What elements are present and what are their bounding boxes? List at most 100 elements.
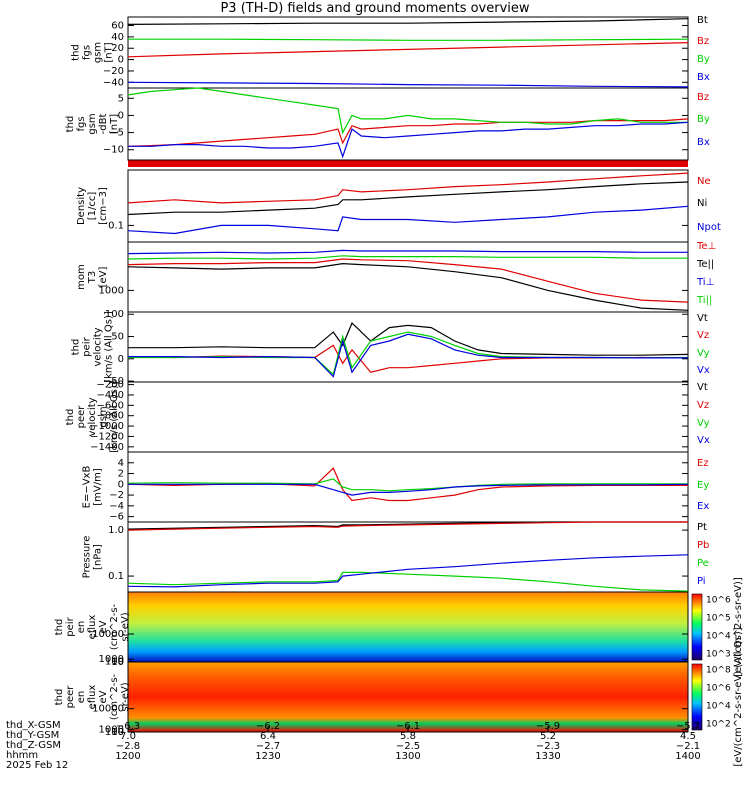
x-tick-value: 1400 <box>675 751 700 762</box>
y-axis-label: thd <box>65 409 76 426</box>
y-tick-label: −1200 <box>90 431 124 442</box>
series-line-Bz <box>127 42 689 58</box>
series-line-By <box>127 87 688 135</box>
legend-entry: Ni <box>697 198 707 209</box>
y-tick-label: 100 <box>105 657 124 668</box>
y-axis-label: en <box>76 691 87 704</box>
x-tick-value: 1230 <box>255 751 280 762</box>
legend-entry: Bx <box>697 137 710 148</box>
y-tick-label: −4 <box>109 501 124 512</box>
legend-entry: Pt <box>697 522 707 533</box>
y-axis-label: [mV/m] <box>93 468 104 506</box>
legend-entry: Vz <box>697 330 709 341</box>
y-axis-label: [eV] <box>98 267 109 288</box>
panel-density: 0.1 Density [1/cc] [cm−3] Ne Ni Npot <box>76 169 721 243</box>
panel-peer_spectrogram: 10^2 10^4 10^6 10^8 [eV/(cm^2-s-sr-eV) (All … <box>54 627 744 766</box>
y-axis-label: gsm <box>98 406 109 427</box>
legend-entry: Ne <box>697 176 711 187</box>
x-axis-row-label: thd_Y-GSM <box>6 730 60 741</box>
y-tick-label: 10 <box>111 727 124 738</box>
y-axis-label: eflux <box>87 615 98 640</box>
legend-entry: Vx <box>697 435 710 446</box>
y-axis-label: (cm^2-s- <box>109 673 120 720</box>
legend-entry: Te⊥ <box>696 241 716 252</box>
colorbar-tick-label: 10^6 <box>706 596 731 606</box>
y-tick-label: 20 <box>111 43 124 54</box>
x-tick-value: −2.1 <box>676 741 700 752</box>
y-tick-label: 0 <box>118 55 124 66</box>
y-axis-label: thd <box>65 116 76 133</box>
legend-entry: Bz <box>697 36 709 47</box>
colorbar-tick-label: 10^8 <box>706 666 731 676</box>
y-axis-label: en <box>76 621 87 634</box>
series-line-Npot <box>127 205 689 235</box>
y-tick-label: 0 <box>118 110 124 121</box>
series-line-Vz <box>127 344 689 373</box>
x-tick-value: −6.3 <box>116 721 140 732</box>
x-tick-value: −5.7 <box>676 721 700 732</box>
y-tick-label: 5 <box>118 93 124 104</box>
x-tick-value: 1330 <box>535 751 560 762</box>
y-tick-label: 100 <box>105 309 124 320</box>
chart-title: P3 (TH-D) fields and ground moments over… <box>220 1 530 16</box>
series-line-Te⊥ <box>127 258 689 303</box>
y-tick-label: 4 <box>118 458 124 469</box>
legend-entry: Ez <box>697 458 709 469</box>
colorbar-tick-label: 10^3 <box>706 650 731 660</box>
legend-entry: Vt <box>697 313 708 324</box>
y-tick-label: 1000 <box>99 654 124 665</box>
colorbar-label: [eV/(cm^2-s-sr-eV) (All Qs)] <box>733 627 744 766</box>
colorbar-label: [eV/(cm^2-s-sr-eV)] <box>733 577 744 677</box>
x-axis-row-label: thd_X-GSM <box>6 720 61 731</box>
y-tick-label: 1000 <box>99 725 124 736</box>
panel-pressure: 0.1 1.0 Pressure [nPa] Pt Pb Pe Pi <box>82 521 709 593</box>
series-line-Bt <box>127 18 689 25</box>
y-tick-label: 100 <box>105 727 124 738</box>
y-axis-label: -dBt <box>98 114 109 135</box>
colorbar: 10^2 10^4 10^6 10^8 [eV/(cm^2-s-sr-eV) (All … <box>691 627 744 767</box>
legend-entry: Pe <box>697 558 709 569</box>
y-axis-label: sr-eV) <box>120 682 131 711</box>
colorbar-scale <box>692 664 702 730</box>
x-tick-value: 1300 <box>395 751 420 762</box>
y-axis-label: sr-eV) <box>120 612 131 641</box>
series-line-Vx <box>128 333 688 378</box>
panel-frame <box>127 451 689 523</box>
y-axis-label: fgs <box>76 116 87 131</box>
series-line-Bz <box>127 118 689 147</box>
x-tick-value: −6.2 <box>256 721 280 732</box>
x-tick-value: −5.9 <box>536 721 560 732</box>
separator-bar <box>128 160 688 167</box>
colorbar: 10^3 10^4 10^5 10^6 [eV/(cm^2-s-sr-eV)] <box>691 577 744 677</box>
y-axis-label: thd <box>71 44 82 61</box>
y-axis-label: [km/s (All Qs)] <box>104 311 115 383</box>
y-axis-label: peir <box>65 616 76 636</box>
spectrogram-fill <box>128 592 688 662</box>
x-axis-date: 2025 Feb 12 <box>6 760 69 771</box>
panel-frame <box>127 169 689 243</box>
colorbar-tick-label: 10^4 <box>706 702 731 712</box>
y-axis-label: E=−VxB <box>82 466 93 509</box>
y-axis-label: thd <box>54 619 65 636</box>
y-tick-label: 0.1 <box>108 220 124 231</box>
panel-frame <box>127 16 689 89</box>
panel-peir_velocity: −50 0 50 100 thd peir velocity [km/s (All Qs)] V… <box>71 309 710 387</box>
colorbar-tick-label: 10^6 <box>706 684 731 694</box>
x-axis-footer: thd_X-GSM thd_Y-GSM thd_Z-GSM hhmm 2025 … <box>6 721 68 771</box>
y-tick-label: −200 <box>97 380 124 391</box>
y-axis-label: [km/s (All Qs)] <box>109 381 120 453</box>
y-tick-label: 0 <box>118 354 124 365</box>
legend-entry: By <box>697 114 710 125</box>
y-axis-label: velocity <box>87 397 98 436</box>
y-tick-label: 60 <box>111 21 124 32</box>
panel-frame <box>127 381 689 453</box>
colorbar-tick-label: 10^5 <box>706 614 731 624</box>
series-line-Ti|| <box>127 255 688 260</box>
series-line-Ey <box>127 478 688 492</box>
series-line-Ni <box>127 181 689 216</box>
y-tick-label: −2 <box>109 490 124 501</box>
legend-entry: Ti⊥ <box>696 277 714 288</box>
y-axis-label: peer <box>65 685 76 709</box>
series-line-Ti⊥ <box>127 249 688 255</box>
y-axis-label: [nT] <box>109 114 120 134</box>
